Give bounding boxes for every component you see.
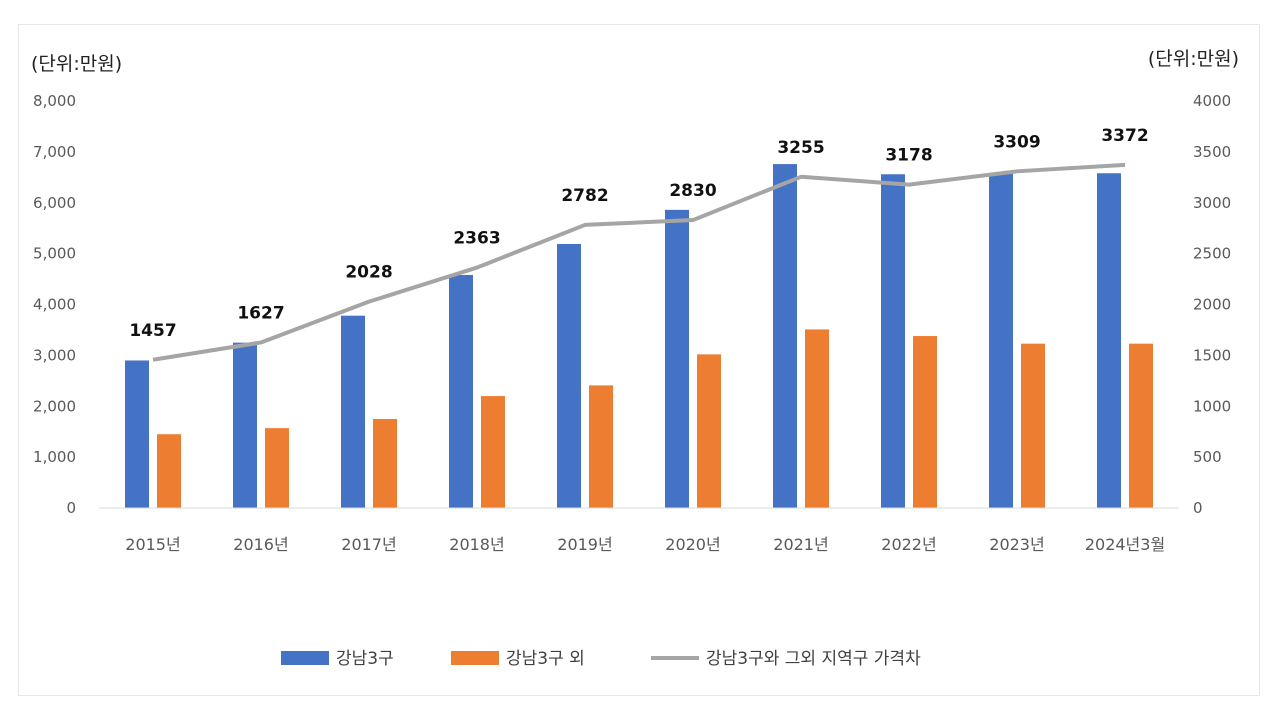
right-y-tick-label: 500 (1193, 448, 1222, 466)
legend-label: 강남3구 (336, 649, 394, 669)
price-gap-data-label: 3255 (777, 138, 824, 158)
x-axis-labels: 2015년 2016년 2017년 2018년 2019년 2020년 2021년 2022년… (125, 535, 1165, 554)
bar-outside-gangnam3gu (805, 329, 829, 508)
chart-frame: (단위:만원) (단위:만원) 0 1,000 2,000 3,000 4,000 5,0… (18, 24, 1260, 696)
price-gap-data-label: 3309 (993, 132, 1040, 152)
right-axis-unit: (단위:만원) (1148, 48, 1239, 70)
x-axis-category-label: 2017년 (341, 535, 396, 554)
right-y-tick-label: 1000 (1193, 397, 1231, 415)
left-y-tick-label: 8,000 (33, 92, 76, 110)
line-series: 1457 1627 2028 2363 2782 2830 3255 3178 3309 3372 (129, 126, 1149, 362)
x-axis-category-label: 2016년 (233, 535, 288, 554)
left-y-tick-label: 0 (66, 499, 76, 517)
right-y-tick-label: 3500 (1193, 143, 1231, 161)
legend: 강남3구 강남3구 외 강남3구와 그외 지역구 가격차 (281, 649, 921, 669)
price-gap-data-label: 3178 (885, 146, 932, 166)
bar-gangnam3gu (449, 274, 473, 508)
chart: (단위:만원) (단위:만원) 0 1,000 2,000 3,000 4,000 5,0… (31, 48, 1239, 669)
bar-gangnam3gu (557, 243, 581, 509)
left-y-tick-label: 7,000 (33, 143, 76, 161)
bar-outside-gangnam3gu (481, 396, 505, 508)
price-gap-line (152, 162, 1126, 362)
x-axis-category-label: 2022년 (881, 535, 936, 554)
left-y-tick-label: 4,000 (33, 296, 76, 314)
x-axis-category-label: 2015년 (125, 535, 180, 554)
right-y-tick-label: 3000 (1193, 194, 1231, 212)
left-y-axis: 0 1,000 2,000 3,000 4,000 5,000 6,000 7,000 8,00… (33, 92, 76, 517)
right-y-tick-label: 4000 (1193, 92, 1231, 110)
bar-outside-gangnam3gu (373, 418, 397, 508)
bar-outside-gangnam3gu (1129, 343, 1153, 508)
x-axis-category-label: 2023년 (989, 535, 1044, 554)
price-gap-data-label: 1457 (129, 321, 176, 341)
bar-gangnam3gu (989, 173, 1013, 508)
bar-gangnam3gu (881, 174, 905, 508)
bar-gangnam3gu (1097, 173, 1121, 508)
left-y-tick-label: 6,000 (33, 194, 76, 212)
legend-label: 강남3구 외 (506, 649, 585, 669)
bar-outside-gangnam3gu (589, 385, 613, 508)
bar-gangnam3gu (341, 315, 365, 508)
right-y-tick-label: 0 (1193, 499, 1203, 517)
price-gap-data-label: 2028 (345, 263, 392, 283)
left-axis-unit: (단위:만원) (31, 53, 122, 75)
right-y-tick-label: 2000 (1193, 296, 1231, 314)
right-y-tick-label: 2500 (1193, 245, 1231, 263)
bar-gangnam3gu (125, 360, 149, 508)
legend-swatch (451, 651, 499, 665)
bar-gangnam3gu (233, 342, 257, 508)
price-gap-data-label: 2782 (561, 186, 608, 206)
price-gap-data-label: 1627 (237, 303, 284, 323)
price-gap-data-label: 2363 (453, 229, 500, 249)
right-y-tick-label: 1500 (1193, 346, 1231, 364)
left-y-tick-label: 5,000 (33, 245, 76, 263)
x-axis-category-label: 2019년 (557, 535, 612, 554)
price-gap-data-label: 3372 (1101, 126, 1148, 146)
x-axis-category-label: 2020년 (665, 535, 720, 554)
legend-label: 강남3구와 그외 지역구 가격차 (706, 649, 921, 669)
bar-gangnam3gu (665, 209, 689, 508)
price-gap-data-label: 2830 (669, 181, 716, 201)
bar-outside-gangnam3gu (913, 336, 937, 508)
bar-series (125, 164, 1153, 509)
legend-swatch (281, 651, 329, 665)
x-axis-category-label: 2024년3월 (1085, 535, 1165, 554)
left-y-tick-label: 2,000 (33, 397, 76, 415)
bar-outside-gangnam3gu (157, 434, 181, 508)
bar-outside-gangnam3gu (697, 354, 721, 508)
bar-outside-gangnam3gu (1021, 343, 1045, 508)
x-axis-category-label: 2018년 (449, 535, 504, 554)
left-y-tick-label: 3,000 (33, 346, 76, 364)
x-axis-category-label: 2021년 (773, 535, 828, 554)
right-y-axis: 0 500 1000 1500 2000 2500 3000 3500 4000 (1193, 92, 1231, 517)
bar-outside-gangnam3gu (265, 428, 289, 508)
bar-gangnam3gu (773, 164, 797, 508)
left-y-tick-label: 1,000 (33, 448, 76, 466)
